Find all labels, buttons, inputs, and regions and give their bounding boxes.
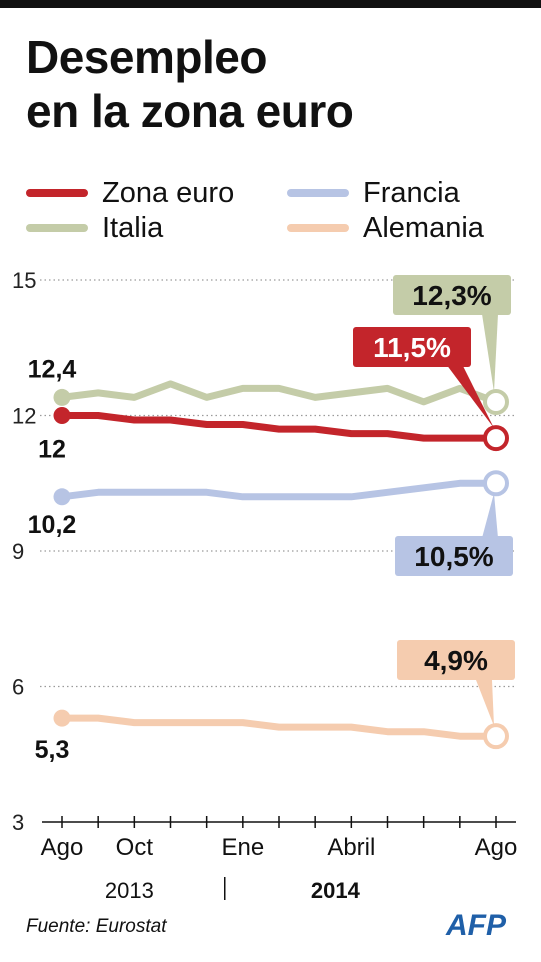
page-title: Desempleo en la zona euro [26,30,354,138]
legend-swatch-italia [26,224,88,232]
callout-pointer-zona-euro [446,364,494,429]
callout-box-italia [393,275,511,315]
legend-item-zona-euro: Zona euro [26,176,234,210]
y-tick-label-15: 15 [12,268,36,293]
start-label-francia: 10,2 [28,511,77,539]
callout-pointer-francia [482,493,498,538]
callout-box-francia [395,536,513,576]
legend-label-francia: Francia [363,177,460,209]
legend-swatch-alemania [287,224,349,232]
callout-box-zona-euro [353,327,471,367]
top-bar [0,0,541,8]
y-tick-label-12: 12 [12,404,36,429]
end-point-alemania [483,723,509,750]
legend-item-alemania: Alemania [287,211,484,245]
series-line-alemania [58,714,500,740]
year-label-2013: 2013 [105,878,154,900]
end-label-francia: 10,5% [414,541,493,572]
title-line-2: en la zona euro [26,85,354,137]
legend-label-zona-euro: Zona euro [102,177,235,209]
y-tick-label-3: 3 [12,810,24,835]
end-point-francia [483,470,509,497]
line-chart: 3 6 9 12 15 Ago Oct Ene Abril Ago 2013 2014 12 12,4 10… [12,268,518,900]
source-note: Fuente: Eurostat [26,916,167,937]
legend-swatch-francia [287,189,349,197]
legend-item-francia: Francia [287,176,460,210]
start-point-francia [53,488,71,506]
legend-item-italia: Italia [26,211,163,245]
callout-pointer-alemania [476,680,494,727]
x-tick-label-4: Ago [475,834,518,861]
x-tick-label-3: Abril [327,834,375,861]
end-point-zona-euro [483,425,509,452]
callout-box-alemania [397,640,515,680]
year-label-2014: 2014 [311,878,361,900]
y-tick-label-9: 9 [12,539,24,564]
series-line-italia [58,380,500,406]
x-tick-label-1: Oct [116,834,154,861]
start-label-alemania: 5,3 [35,736,70,764]
series-line-zona-euro [58,412,500,442]
svg-text:AFP: AFP [445,909,507,942]
series-line-francia [58,479,500,501]
legend-swatch-zona-euro [26,189,88,197]
end-point-italia [483,388,509,415]
start-label-zona-euro: 12 [38,436,66,464]
start-label-italia: 12,4 [28,355,77,383]
end-label-italia: 12,3% [412,280,491,311]
x-tick-label-0: Ago [41,834,84,861]
callout-pointer-italia [482,314,498,392]
title-line-1: Desempleo [26,31,267,83]
start-point-zona-euro [53,407,71,424]
end-label-alemania: 4,9% [424,645,488,676]
end-label-zona-euro: 11,5% [373,332,451,363]
y-tick-label-6: 6 [12,675,24,700]
legend-label-italia: Italia [102,212,164,244]
start-point-alemania [53,709,71,727]
afp-logo: AFP [445,909,507,942]
start-point-italia [53,388,71,406]
x-tick-label-2: Ene [221,834,264,861]
legend-label-alemania: Alemania [363,212,484,244]
